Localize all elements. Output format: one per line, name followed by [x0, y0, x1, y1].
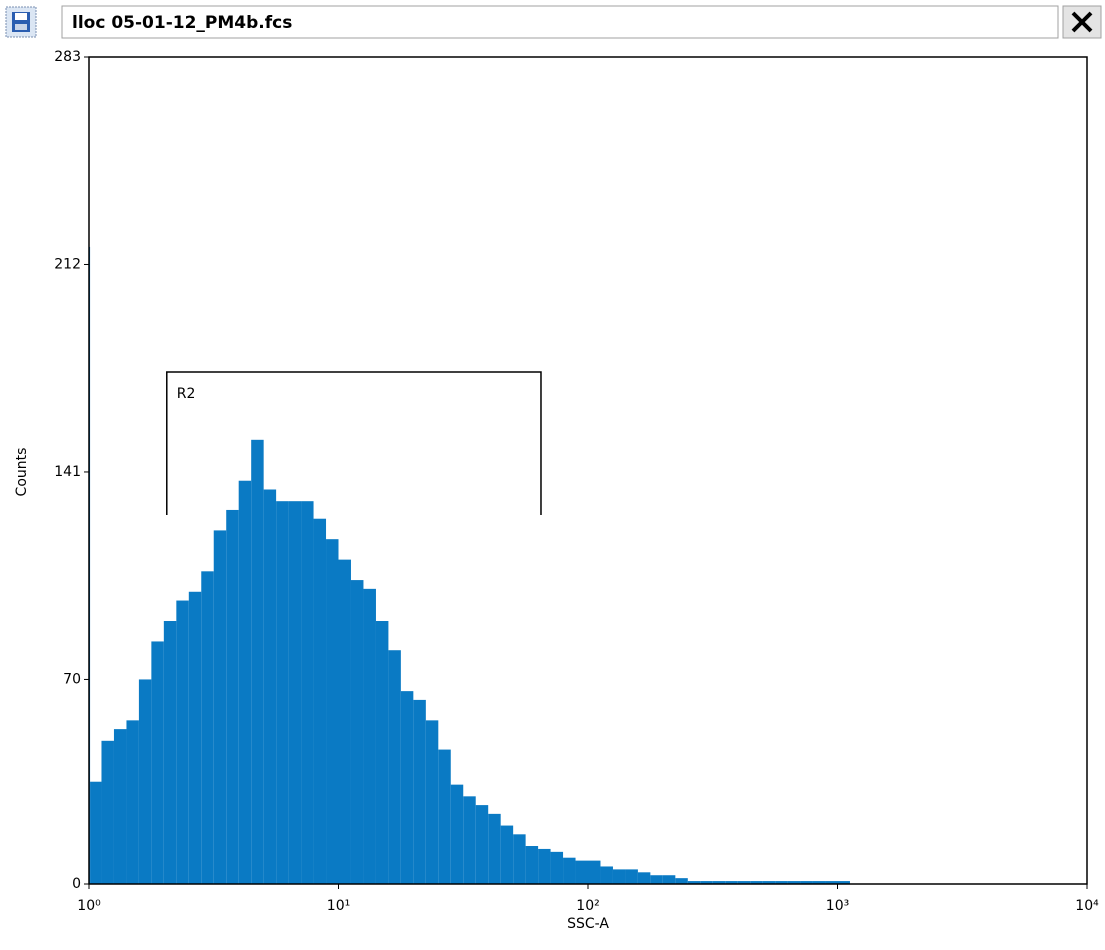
bar: [600, 866, 613, 884]
bar: [151, 641, 164, 884]
bar: [138, 679, 152, 884]
bar: [500, 825, 514, 884]
bar: [812, 881, 826, 884]
bar: [126, 720, 139, 884]
bar: [563, 857, 576, 884]
bar: [201, 571, 214, 884]
bar: [550, 851, 564, 884]
gate-marker: [166, 371, 542, 515]
bar: [113, 729, 127, 884]
bar: [675, 878, 688, 884]
bar: [388, 650, 401, 884]
bar: [750, 881, 763, 884]
bar: [251, 439, 264, 884]
x-tick-label: 10³: [826, 898, 849, 914]
bar: [188, 591, 202, 884]
bar: [288, 501, 302, 884]
bar: [238, 480, 252, 884]
bar: [700, 881, 713, 884]
bar: [513, 834, 526, 884]
bar: [825, 881, 838, 884]
bar: [725, 881, 738, 884]
bar: [687, 881, 701, 884]
bar: [637, 872, 651, 884]
bar: [338, 559, 351, 884]
x-axis-label: SSC-A: [567, 916, 609, 932]
bar: [662, 875, 676, 884]
y-tick-label: 70: [63, 671, 81, 687]
bar: [375, 620, 389, 884]
bar: [263, 489, 277, 884]
bar: [612, 869, 626, 884]
bar: [163, 620, 177, 884]
bar: [363, 588, 376, 884]
bar: [712, 881, 726, 884]
bar: [737, 881, 751, 884]
bar: [438, 749, 451, 884]
y-tick-label: 0: [72, 876, 81, 892]
x-tick-label: 10⁰: [77, 898, 101, 914]
window-title: lloc 05-01-12_PM4b.fcs: [72, 13, 292, 33]
bar: [326, 539, 339, 884]
bar: [575, 860, 588, 884]
x-tick-label: 10²: [576, 898, 599, 914]
bar: [625, 869, 638, 884]
bar: [488, 813, 501, 884]
bar: [463, 796, 476, 884]
bar: [475, 805, 489, 884]
bar: [762, 881, 776, 884]
bar: [425, 720, 439, 884]
title-box: [61, 5, 1059, 39]
bar: [350, 580, 364, 884]
bar: [837, 881, 850, 884]
y-tick-label: 212: [54, 256, 81, 272]
y-tick-label: 141: [54, 464, 81, 480]
close-button[interactable]: [1062, 5, 1102, 39]
y-axis-label: Counts: [14, 448, 30, 497]
y-tick-label: 283: [54, 49, 81, 65]
x-tick-label: 10¹: [327, 898, 350, 914]
bar: [800, 881, 813, 884]
bar: [213, 530, 227, 884]
bar: [588, 860, 601, 884]
bar: [101, 740, 114, 884]
bar: [400, 691, 414, 884]
bar: [90, 781, 102, 884]
gate-label: R2: [177, 386, 196, 402]
bar: [650, 875, 663, 884]
bar: [413, 699, 426, 884]
bar: [538, 848, 551, 884]
bar: [525, 846, 539, 884]
bar: [301, 501, 314, 884]
bar: [226, 509, 239, 884]
bar: [775, 881, 788, 884]
bar: [450, 784, 464, 884]
bar: [176, 600, 189, 884]
x-tick-label: 10⁴: [1075, 898, 1099, 914]
bar: [787, 881, 801, 884]
bar: [313, 518, 327, 884]
bar: [276, 501, 289, 884]
window-icon[interactable]: [5, 6, 37, 38]
